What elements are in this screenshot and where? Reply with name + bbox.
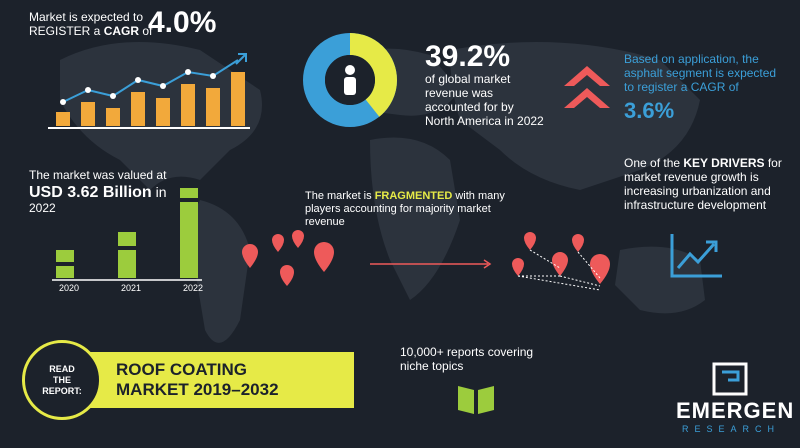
- share-description: of global market revenue was accounted f…: [425, 72, 544, 128]
- report-title-banner[interactable]: ROOF COATING MARKET 2019–2032: [84, 352, 354, 408]
- banner-line1: ROOF COATING: [116, 360, 247, 379]
- banner-line2: MARKET 2019–2032: [116, 380, 279, 399]
- open-book-icon: [458, 386, 494, 414]
- valuation-year: 2022: [29, 201, 56, 215]
- application-text: Based on application, the asphalt segmen…: [624, 52, 777, 94]
- growth-bar-chart-icon: [48, 53, 250, 129]
- cagr-register-text: REGISTER a CAGR of: [29, 24, 153, 38]
- fragmented-text: The market is FRAGMENTED with many playe…: [305, 190, 505, 228]
- application-cagr-value: 3.6%: [624, 98, 675, 123]
- valuation-value: USD 3.62 Billion in: [29, 184, 167, 201]
- year-label-2022: 2022: [183, 283, 204, 293]
- year-label-2021: 2021: [121, 283, 142, 293]
- revenue-share-donut: [303, 33, 397, 127]
- read-report-badge[interactable]: READ THE REPORT:: [22, 340, 102, 420]
- cagr-value: 4.0%: [148, 6, 217, 39]
- reports-text: 10,000+ reports covering niche topics: [400, 345, 534, 373]
- logo-subtitle: RESEARCH: [682, 424, 781, 434]
- logo-name: EMERGEN: [676, 398, 795, 423]
- valuation-intro: The market was valued at: [29, 168, 167, 182]
- cagr-intro-text: Market is expected to: [29, 10, 144, 24]
- person-icon: [344, 65, 356, 95]
- emergen-logo-icon: [712, 362, 748, 396]
- trend-up-icon: [670, 234, 722, 278]
- valuation-bar-icon: [52, 188, 202, 281]
- share-value: 39.2%: [425, 40, 511, 73]
- chevron-up-icon: [564, 66, 610, 108]
- year-label-2020: 2020: [59, 283, 80, 293]
- key-drivers-text: One of the KEY DRIVERS for market revenu…: [624, 156, 782, 212]
- location-pins-icon: [242, 230, 610, 291]
